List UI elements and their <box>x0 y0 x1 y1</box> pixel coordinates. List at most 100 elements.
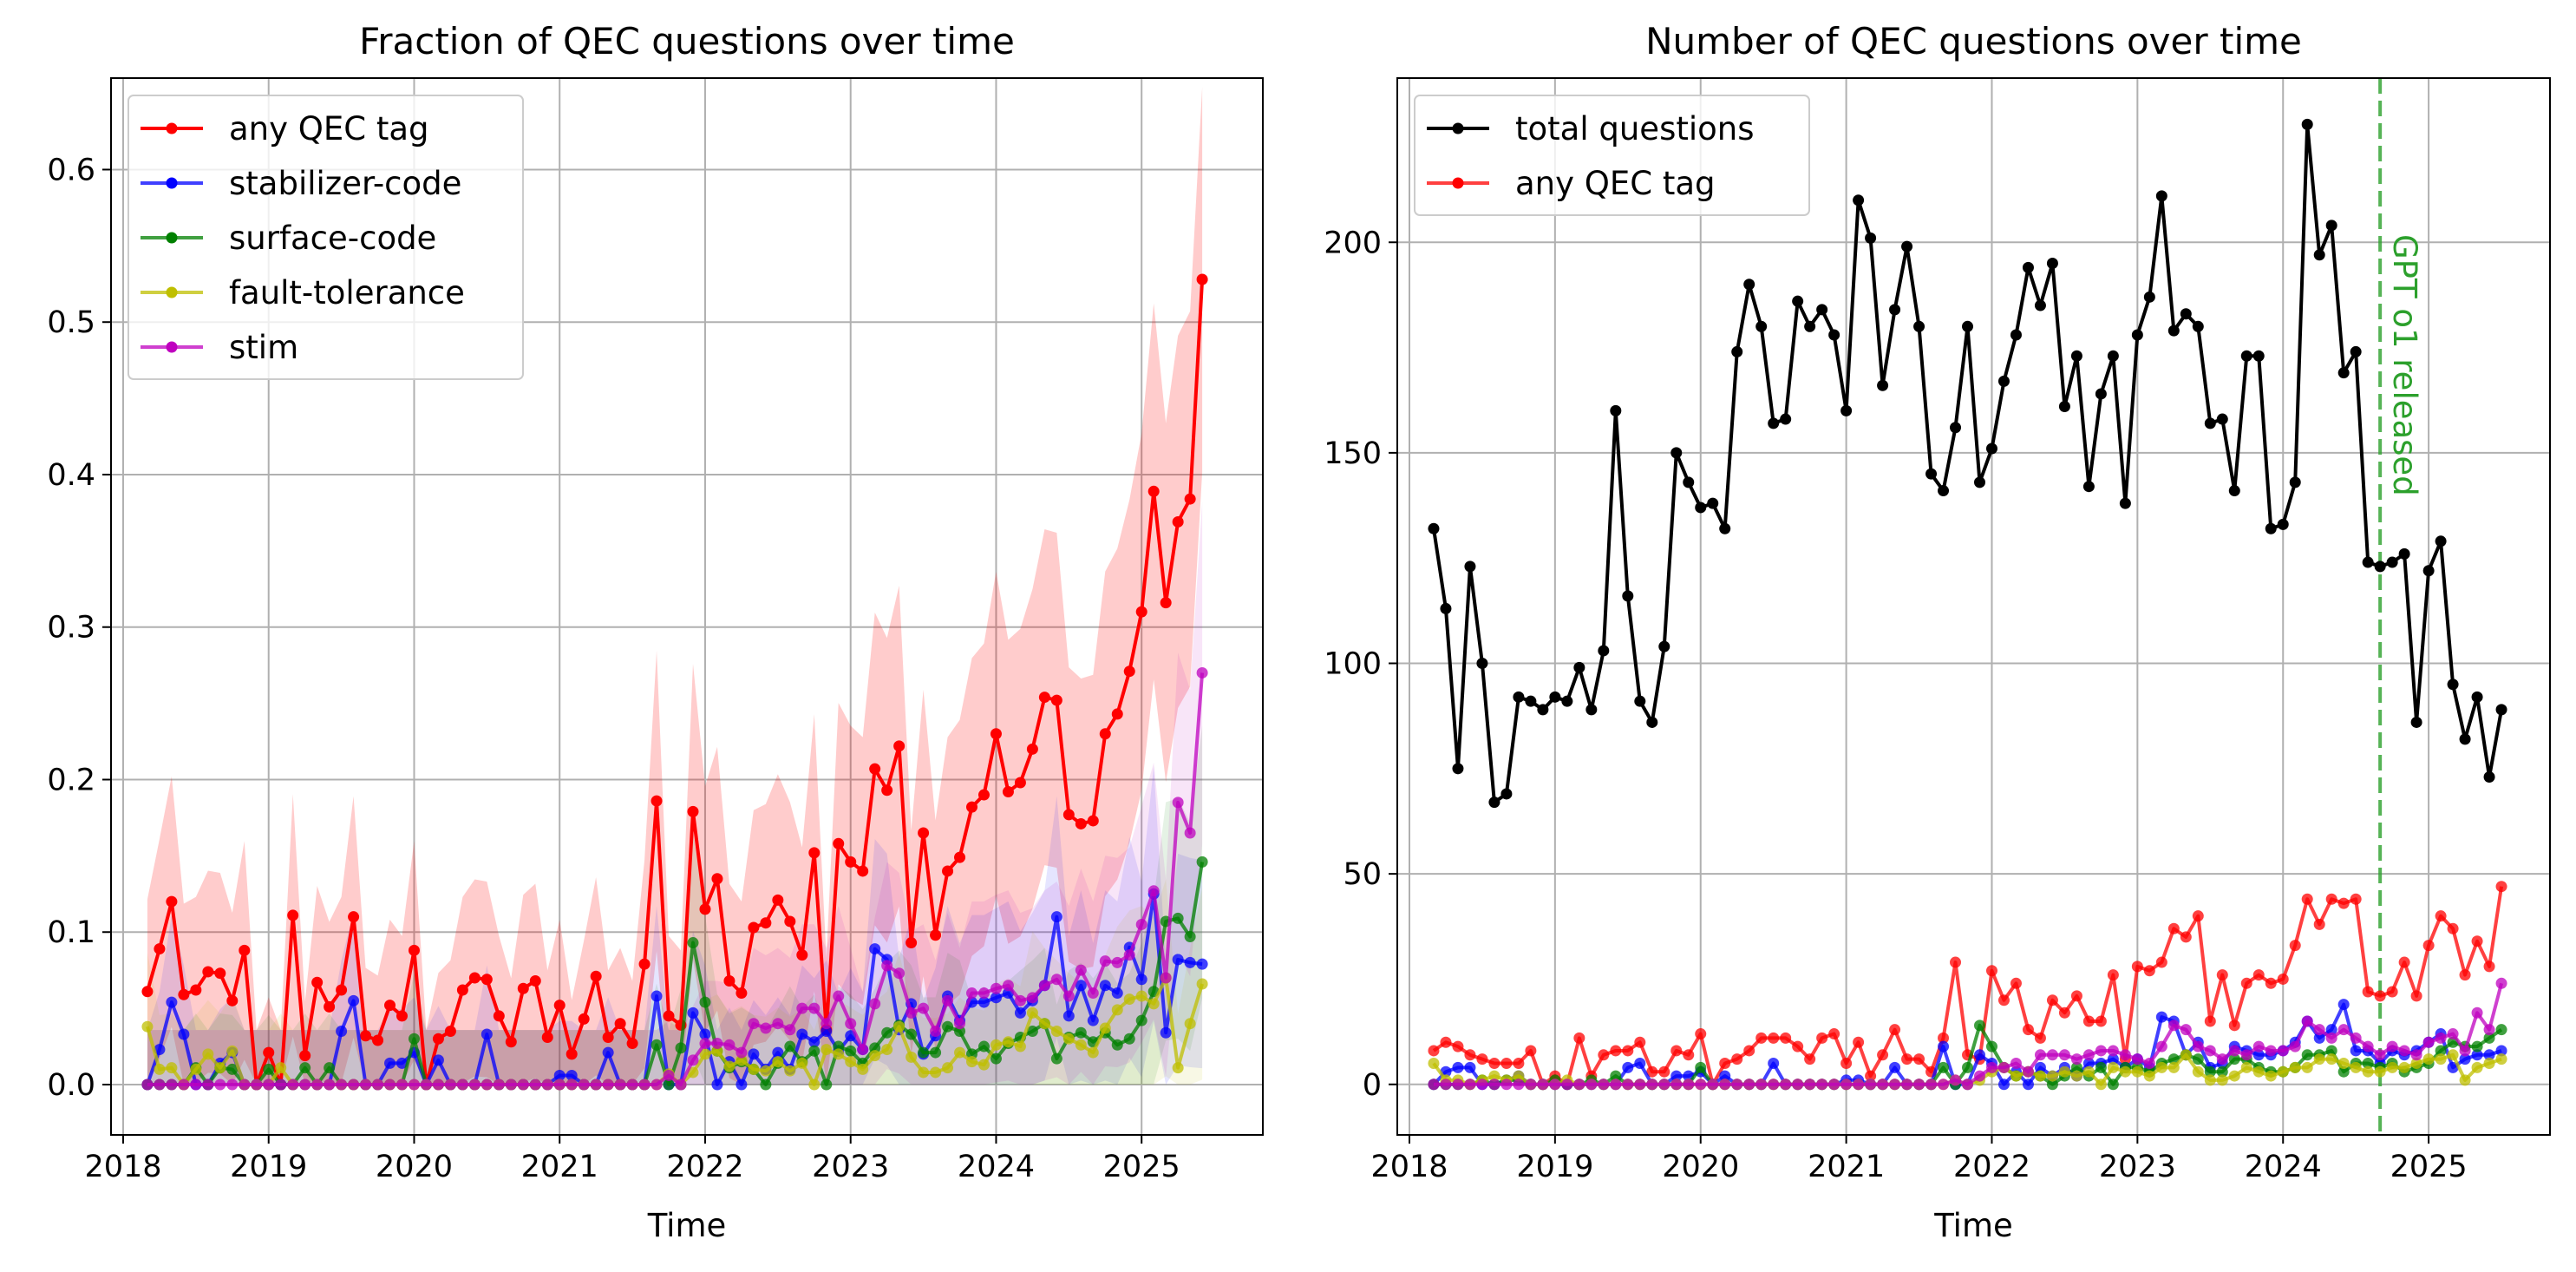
data-point <box>529 974 541 987</box>
data-point <box>1792 295 1804 307</box>
plot-frame <box>110 77 1264 1136</box>
data-point <box>1075 980 1087 992</box>
data-point <box>2131 961 2143 973</box>
data-point <box>1707 497 1719 509</box>
data-point <box>1123 949 1135 961</box>
data-point <box>906 937 918 949</box>
data-point <box>748 1018 760 1030</box>
data-point <box>1743 279 1755 291</box>
y-tick-label: 0.4 <box>47 458 95 493</box>
data-point <box>1111 987 1123 1000</box>
data-point <box>2143 1058 2155 1070</box>
data-point <box>2167 325 2180 337</box>
legend-label: total questions <box>1515 110 1755 148</box>
data-point <box>1428 522 1440 534</box>
data-point <box>1950 956 1962 968</box>
data-point <box>1598 1049 1610 1061</box>
data-point <box>432 1033 444 1045</box>
data-point <box>432 1079 444 1091</box>
data-point <box>1062 809 1075 821</box>
data-point <box>2435 535 2447 547</box>
data-point <box>1768 1032 1780 1044</box>
data-point <box>699 903 711 915</box>
data-point <box>1973 476 1985 488</box>
data-point <box>263 1079 275 1091</box>
data-point <box>711 873 723 885</box>
data-point <box>2022 261 2034 273</box>
data-point <box>2362 986 2374 998</box>
data-point <box>2155 190 2167 202</box>
data-point <box>2204 1074 2216 1086</box>
data-point <box>651 795 663 807</box>
data-point <box>1099 728 1111 740</box>
data-point <box>1111 956 1123 968</box>
data-point <box>2422 1053 2435 1065</box>
data-point <box>2240 350 2252 362</box>
data-point <box>1452 1061 1464 1073</box>
data-point <box>2107 969 2119 981</box>
data-point <box>808 847 821 859</box>
data-point <box>1865 1079 1877 1091</box>
data-point <box>990 1052 1002 1065</box>
data-point <box>2131 1065 2143 1078</box>
data-point <box>1962 320 1974 332</box>
data-point <box>2495 881 2507 893</box>
data-point <box>2107 1061 2119 1073</box>
data-point <box>2022 1065 2034 1078</box>
data-point <box>1985 1040 1997 1052</box>
data-point <box>942 994 954 1006</box>
x-tick-label: 2019 <box>230 1150 307 1184</box>
data-point <box>2204 1015 2216 1027</box>
data-point <box>1840 1058 1853 1070</box>
data-point <box>2422 1036 2435 1048</box>
data-point <box>2398 1045 2410 1057</box>
data-point <box>1561 1079 1573 1091</box>
data-point <box>2386 986 2398 998</box>
data-point <box>2095 1061 2107 1073</box>
data-point <box>2337 897 2350 909</box>
data-point <box>723 974 736 987</box>
legend-item: any QEC tag <box>141 110 429 148</box>
data-point <box>784 1040 796 1052</box>
data-point <box>1488 1070 1500 1082</box>
data-point <box>2459 1045 2471 1057</box>
data-point <box>954 851 966 863</box>
data-point <box>226 1045 239 1057</box>
data-point <box>1731 345 1743 357</box>
data-point <box>1147 998 1160 1010</box>
data-point <box>977 996 990 1008</box>
y-tick-label: 0.1 <box>47 915 95 950</box>
data-point <box>2459 1053 2471 1065</box>
data-point <box>214 1062 226 1074</box>
data-point <box>2034 1049 2046 1061</box>
data-point <box>1026 1006 1038 1019</box>
data-point <box>918 1066 930 1079</box>
data-point <box>1452 763 1464 775</box>
x-tick-label: 2022 <box>666 1150 743 1184</box>
data-point <box>2180 931 2192 943</box>
y-tick-label: 200 <box>1324 226 1382 260</box>
data-point <box>808 1002 821 1014</box>
data-point <box>1135 974 1147 986</box>
data-point <box>626 1079 638 1091</box>
data-point <box>2046 994 2058 1006</box>
data-point <box>384 1057 396 1069</box>
legend-marker <box>1452 177 1464 189</box>
data-point <box>1513 1058 1525 1070</box>
x-tick-label: 2023 <box>812 1150 889 1184</box>
data-point <box>1634 695 1646 707</box>
data-point <box>2070 1070 2082 1082</box>
x-tick-label: 2021 <box>1808 1150 1885 1184</box>
data-point <box>821 1079 833 1091</box>
data-point <box>190 984 202 996</box>
data-point <box>2058 1065 2070 1078</box>
data-point <box>517 1079 529 1091</box>
data-point <box>2228 1070 2240 1082</box>
data-point <box>699 1028 711 1040</box>
data-point <box>2252 1065 2265 1078</box>
data-point <box>651 1079 663 1091</box>
data-point <box>2058 401 2070 413</box>
data-point <box>1913 1079 1925 1091</box>
data-point <box>2374 1049 2386 1061</box>
data-point <box>675 1042 687 1054</box>
